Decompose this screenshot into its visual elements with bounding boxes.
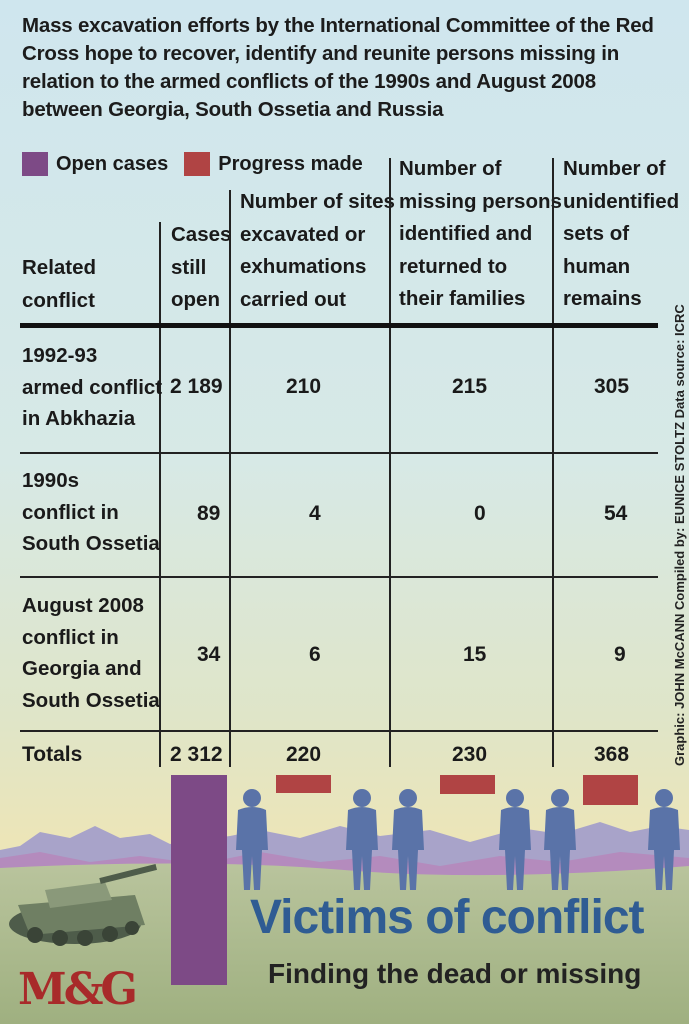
bar-open-cases: [171, 775, 227, 985]
person-icon: [499, 789, 531, 890]
row-2-sites: 4: [309, 502, 321, 525]
header-line: Related: [22, 256, 97, 279]
totals-unidentified: 368: [594, 743, 630, 766]
person-icon: [544, 789, 576, 890]
conflict-line: 1990s: [22, 469, 80, 492]
header-rule: [20, 323, 658, 328]
bar-progress-sites: [276, 775, 331, 793]
publisher-logo: M&G: [18, 964, 138, 1015]
header-line: unidentified: [563, 189, 680, 213]
legend-label-open-cases: Open cases: [56, 152, 169, 175]
row-divider: [20, 730, 658, 732]
header-line: excavated or: [240, 222, 366, 246]
bar-progress-unidentified: [583, 775, 638, 805]
tank-icon: [9, 864, 158, 946]
column-divider: [389, 158, 391, 767]
header-line: returned to: [399, 254, 508, 278]
conflict-line: conflict in: [22, 625, 119, 649]
conflict-line: conflict in: [22, 500, 119, 524]
totals-cases: 2 312: [170, 743, 223, 766]
credit-text: Graphic: JOHN McCANN Compiled by: EUNICE…: [672, 304, 687, 766]
header-line: still: [171, 255, 207, 279]
conflict-line: Georgia and: [22, 657, 142, 680]
conflict-line: August 2008: [22, 594, 144, 617]
row-3-unidentified: 9: [614, 643, 626, 666]
row-2-conflict: 1990s conflict in South Ossetia: [22, 465, 160, 560]
legend-swatch-progress-made: [184, 152, 211, 176]
graphic-subtitle: Finding the dead or missing: [268, 958, 642, 989]
conflict-line: South Ossetia: [22, 688, 160, 712]
row-divider: [20, 576, 658, 578]
header-line: Number of: [399, 157, 502, 180]
header-line: identified and: [399, 222, 533, 245]
header-line: human: [563, 254, 631, 278]
header-cases-still-open: Cases still open: [171, 219, 231, 317]
header-line: Cases: [171, 223, 232, 246]
conflict-line: in Abkhazia: [22, 407, 136, 430]
totals-identified: 230: [452, 743, 488, 766]
graphic-title: Victims of conflict: [250, 891, 645, 944]
column-divider: [552, 158, 554, 767]
row-1-identified: 215: [452, 375, 488, 398]
conflict-line: armed conflict: [22, 375, 163, 399]
totals-label: Totals: [22, 743, 83, 766]
header-line: carried out: [240, 287, 346, 311]
row-3-cases: 34: [197, 643, 221, 666]
header-line: Number of: [563, 157, 666, 180]
column-divider: [229, 190, 231, 767]
row-1-conflict: 1992-93 armed conflict in Abkhazia: [22, 340, 162, 435]
legend-swatch-open-cases: [22, 152, 48, 176]
row-2-cases: 89: [197, 502, 221, 525]
header-line: exhumations: [240, 255, 367, 278]
row-3-conflict: August 2008 conflict in Georgia and Sout…: [22, 590, 160, 716]
legend-label-progress-made: Progress made: [218, 152, 363, 175]
bar-progress-identified: [440, 775, 495, 794]
intro-text: Mass excavation efforts by the Internati…: [22, 14, 654, 121]
header-line: conflict: [22, 288, 95, 312]
conflict-line: South Ossetia: [22, 532, 160, 555]
header-line: remains: [563, 287, 642, 310]
person-icon: [392, 789, 424, 890]
totals-sites: 220: [286, 743, 322, 766]
row-1-unidentified: 305: [594, 375, 630, 398]
header-line: Number of sites: [240, 190, 395, 213]
header-persons-identified: Number of missing persons identified and…: [399, 153, 562, 316]
person-icon: [648, 789, 680, 890]
row-divider: [20, 452, 658, 454]
header-sites-excavated: Number of sites excavated or exhumations…: [240, 186, 395, 316]
row-1-sites: 210: [286, 375, 322, 398]
row-1-cases: 2 189: [170, 375, 223, 398]
header-line: open: [171, 288, 220, 311]
legend: Open cases Progress made: [22, 152, 379, 176]
row-2-unidentified: 54: [604, 502, 628, 525]
person-silhouettes: [236, 789, 680, 890]
person-icon: [236, 789, 268, 890]
person-icon: [346, 789, 378, 890]
row-3-sites: 6: [309, 643, 321, 666]
header-line: sets of: [563, 222, 630, 245]
header-unidentified-remains: Number of unidentified sets of human rem…: [563, 153, 679, 316]
header-related-conflict: Related conflict: [22, 252, 96, 317]
row-2-identified: 0: [474, 502, 486, 525]
header-line: their families: [399, 287, 526, 310]
column-divider: [159, 222, 161, 767]
row-3-identified: 15: [463, 643, 487, 666]
header-line: missing persons: [399, 189, 562, 213]
conflict-line: 1992-93: [22, 344, 98, 367]
